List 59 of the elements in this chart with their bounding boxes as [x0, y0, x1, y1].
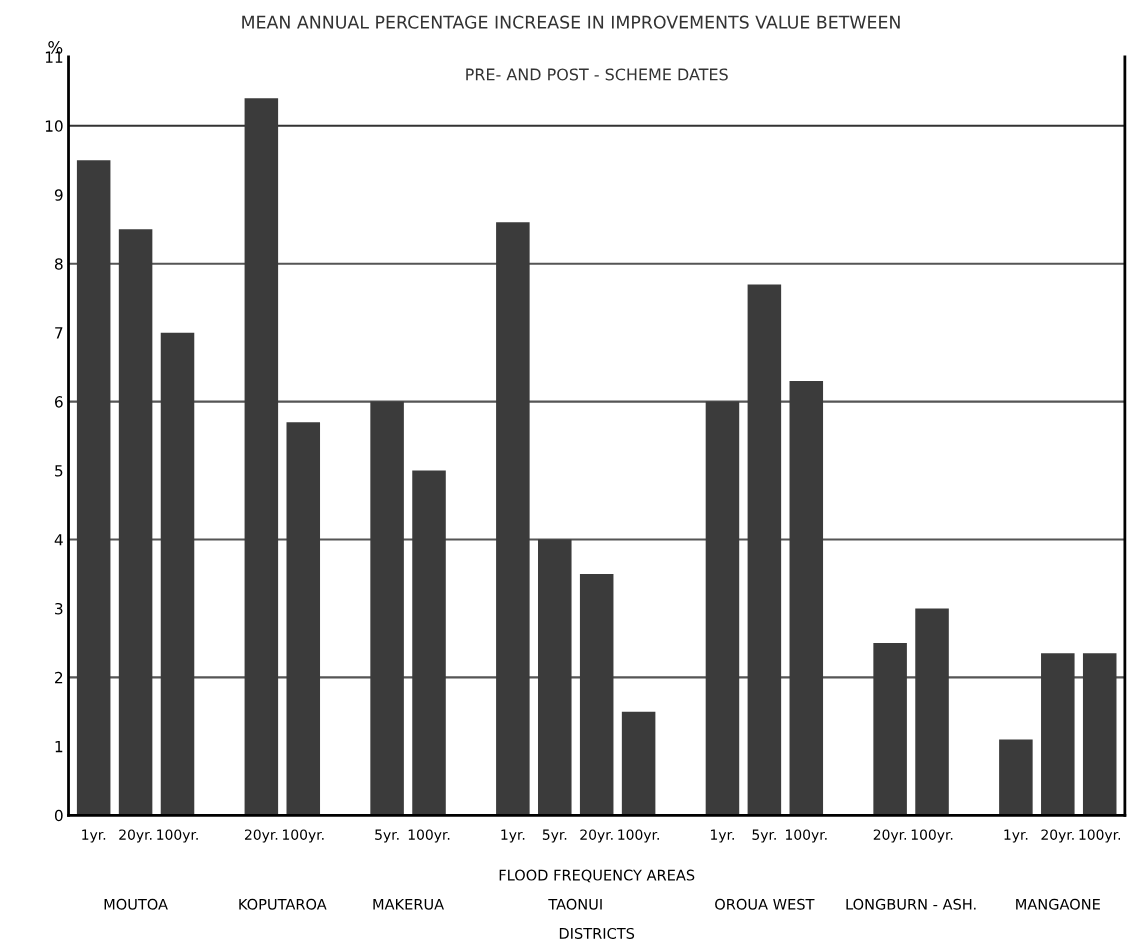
- bar: [370, 401, 404, 816]
- x-tick-label: 1yr.: [82, 829, 106, 843]
- bar: [412, 470, 446, 816]
- text: MAKERUA: [373, 898, 444, 910]
- bar: [1082, 653, 1117, 816]
- x-tick-label: 100yr.: [157, 829, 198, 843]
- bar: [999, 739, 1033, 816]
- bar: [160, 332, 195, 816]
- text: TAONUI: [548, 898, 602, 910]
- bar: [286, 422, 321, 816]
- y-tick-label: 0: [54, 809, 63, 822]
- bar: [76, 160, 111, 816]
- text: KOPUTAROA: [239, 898, 327, 910]
- x-tick-label: 1yr.: [501, 829, 525, 843]
- y-tick-label: 4: [54, 534, 63, 546]
- bar: [579, 573, 614, 816]
- bar: [538, 539, 572, 816]
- x-tick-label: 20yr.: [580, 829, 613, 843]
- text: DISTRICTS: [559, 927, 635, 939]
- text: LONGBURN - ASH.: [846, 898, 976, 910]
- text: MANGAONE: [1016, 898, 1100, 910]
- bar: [747, 284, 782, 816]
- y-tick-label: 9: [54, 189, 63, 201]
- y-tick-label: 1: [55, 741, 63, 753]
- bar: [873, 642, 907, 816]
- bar: [789, 380, 824, 816]
- x-tick-label: 5yr.: [542, 829, 567, 843]
- x-tick-label: 100yr.: [911, 829, 953, 843]
- y-tick-label: 2: [55, 671, 63, 684]
- x-tick-label: 1yr.: [711, 829, 734, 843]
- y-tick-label: 6: [55, 396, 63, 408]
- x-tick-label: 5yr.: [752, 829, 776, 843]
- text: FLOOD FREQUENCY AREAS: [499, 869, 695, 883]
- y-tick-label: 10: [45, 120, 63, 132]
- x-tick-label: 100yr.: [408, 829, 450, 843]
- bar: [496, 222, 530, 816]
- y-tick-label: 3: [55, 602, 63, 615]
- y-tick-label: 7: [55, 327, 63, 339]
- bar: [705, 401, 740, 816]
- x-tick-label: 100yr.: [618, 829, 659, 843]
- bar: [915, 608, 949, 816]
- x-tick-label: 1yr.: [1004, 829, 1028, 843]
- bar: [621, 711, 656, 816]
- x-tick-label: 100yr.: [283, 829, 324, 843]
- text: MOUTOA: [104, 898, 168, 910]
- x-tick-label: 20yr.: [1041, 829, 1074, 843]
- x-tick-label: 20yr.: [873, 829, 906, 843]
- bar: [118, 229, 153, 816]
- x-tick-label: 20yr.: [119, 829, 152, 843]
- x-tick-label: 100yr.: [786, 829, 827, 843]
- text: OROUA WEST: [715, 898, 815, 910]
- bar: [1041, 653, 1075, 816]
- x-tick-label: 100yr.: [1079, 829, 1121, 843]
- y-tick-label: 5: [55, 465, 63, 477]
- text: PRE- AND POST - SCHEME DATES: [466, 68, 728, 81]
- x-tick-label: 5yr.: [375, 829, 399, 843]
- y-tick-label: 8: [54, 258, 63, 270]
- chart-title: MEAN ANNUAL PERCENTAGE INCREASE IN IMPROVEMENTS VALUE BETWEEN: [242, 15, 900, 29]
- x-tick-label: 20yr.: [244, 829, 278, 843]
